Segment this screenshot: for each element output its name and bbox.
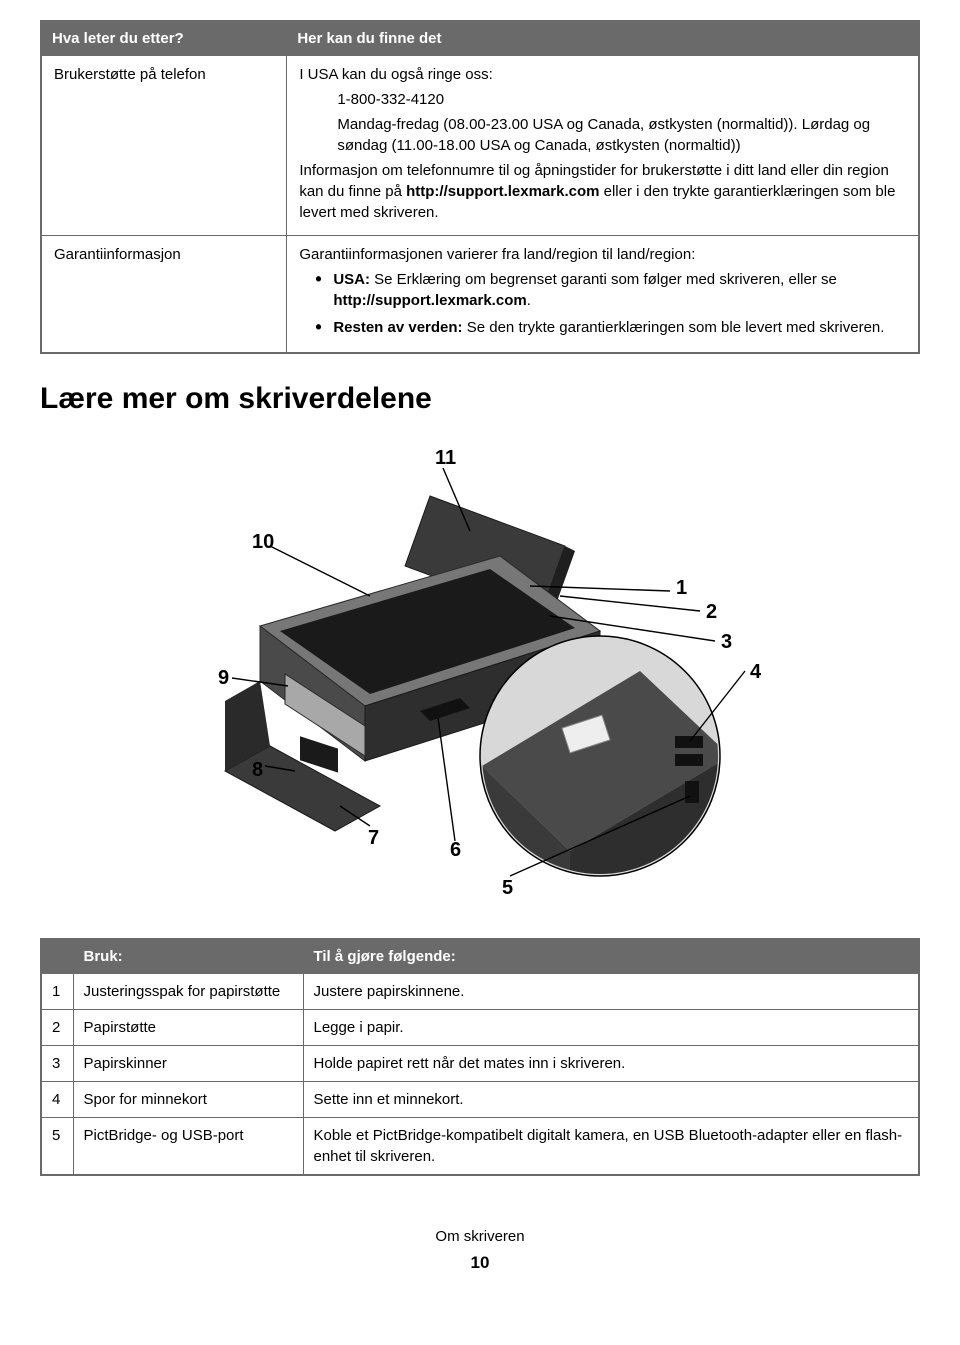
table-row: Garantiinformasjon Garantiinformasjonen …	[41, 236, 919, 354]
phone-more-info: Informasjon om telefonnumre til og åpnin…	[299, 160, 906, 223]
label-11: 11	[435, 447, 456, 469]
row-left: Garantiinformasjon	[41, 236, 287, 354]
label-1: 1	[676, 577, 687, 599]
table-row: 5 PictBridge- og USB-port Koble et PictB…	[41, 1118, 919, 1176]
part-num: 3	[41, 1046, 73, 1082]
table-row: Brukerstøtte på telefon I USA kan du ogs…	[41, 56, 919, 236]
part-desc: Sette inn et minnekort.	[303, 1082, 919, 1118]
printer-diagram: 11 10 9 8 7 6 5 1 2 3 4	[170, 436, 790, 916]
label-10: 10	[252, 531, 274, 553]
parts-header-name: Bruk:	[73, 939, 303, 974]
support-url: http://support.lexmark.com	[333, 292, 526, 309]
part-name: Justeringsspak for papirstøtte	[73, 974, 303, 1010]
label-3: 3	[721, 631, 732, 653]
support-info-table: Hva leter du etter? Her kan du finne det…	[40, 20, 920, 354]
part-name: Spor for minnekort	[73, 1082, 303, 1118]
part-num: 1	[41, 974, 73, 1010]
label-9: 9	[218, 667, 229, 689]
support-url: http://support.lexmark.com	[406, 183, 599, 200]
page-number: 10	[40, 1251, 920, 1275]
warranty-bullets: USA: Se Erklæring om begrenset garanti s…	[299, 269, 906, 338]
part-desc: Justere papirskinnene.	[303, 974, 919, 1010]
phone-number: 1-800-332-4120	[299, 89, 906, 110]
label-8: 8	[252, 759, 263, 781]
part-desc: Koble et PictBridge-kompatibelt digitalt…	[303, 1118, 919, 1176]
label-6: 6	[450, 839, 461, 861]
info-header-left: Hva leter du etter?	[41, 21, 287, 56]
label-4: 4	[750, 661, 762, 683]
part-desc: Legge i papir.	[303, 1010, 919, 1046]
row-left: Brukerstøtte på telefon	[41, 56, 287, 236]
table-row: 4 Spor for minnekort Sette inn et minnek…	[41, 1082, 919, 1118]
info-header-right: Her kan du finne det	[287, 21, 919, 56]
part-name: Papirskinner	[73, 1046, 303, 1082]
table-row: 3 Papirskinner Holde papiret rett når de…	[41, 1046, 919, 1082]
part-name: PictBridge- og USB-port	[73, 1118, 303, 1176]
zoom-detail	[480, 636, 730, 876]
warranty-intro: Garantiinformasjonen varierer fra land/r…	[299, 244, 906, 265]
table-row: 2 Papirstøtte Legge i papir.	[41, 1010, 919, 1046]
row-right: Garantiinformasjonen varierer fra land/r…	[287, 236, 919, 354]
label-7: 7	[368, 827, 379, 849]
printer-parts-table: Bruk: Til å gjøre følgende: 1 Justerings…	[40, 938, 920, 1176]
label-5: 5	[502, 877, 513, 899]
row-right: I USA kan du også ringe oss: 1-800-332-4…	[287, 56, 919, 236]
list-item: USA: Se Erklæring om begrenset garanti s…	[315, 269, 906, 311]
list-item: Resten av verden: Se den trykte garantie…	[315, 317, 906, 338]
page-footer: Om skriveren 10	[40, 1226, 920, 1275]
phone-hours: Mandag-fredag (08.00-23.00 USA og Canada…	[299, 114, 906, 156]
part-num: 2	[41, 1010, 73, 1046]
parts-header-num	[41, 939, 73, 974]
printer-diagram-wrap: 11 10 9 8 7 6 5 1 2 3 4	[40, 436, 920, 916]
footer-text: Om skriveren	[40, 1226, 920, 1247]
label-2: 2	[706, 601, 717, 623]
part-num: 4	[41, 1082, 73, 1118]
table-row: 1 Justeringsspak for papirstøtte Justere…	[41, 974, 919, 1010]
phone-intro: I USA kan du også ringe oss:	[299, 64, 906, 85]
part-desc: Holde papiret rett når det mates inn i s…	[303, 1046, 919, 1082]
section-heading: Lære mer om skriverdelene	[40, 378, 920, 420]
part-name: Papirstøtte	[73, 1010, 303, 1046]
parts-header-desc: Til å gjøre følgende:	[303, 939, 919, 974]
part-num: 5	[41, 1118, 73, 1176]
